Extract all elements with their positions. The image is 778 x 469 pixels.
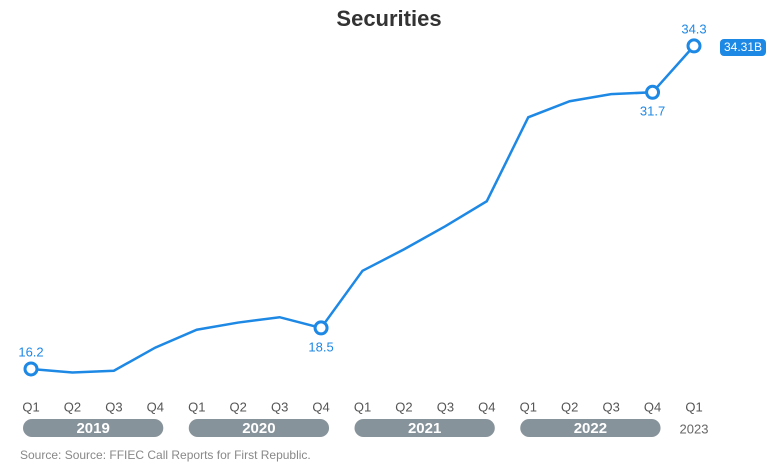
x-tick-label: Q1 — [520, 399, 537, 414]
last-value-badge — [720, 39, 766, 56]
line — [30, 45, 695, 374]
x-tick-label: Q3 — [437, 399, 454, 414]
point-marker — [313, 320, 329, 336]
data-label: 18.5 — [308, 339, 333, 354]
year-label: 2020 — [242, 420, 275, 437]
x-tick-label: Q4 — [478, 399, 495, 414]
year-pill — [520, 419, 661, 437]
x-tick-label: Q2 — [64, 399, 81, 414]
source: Source: Source: FFIEC Call Reports for F… — [20, 448, 311, 462]
x-tick-label: Q1 — [354, 399, 371, 414]
x-tick-label: Q2 — [230, 399, 247, 414]
chart-title: Securities — [336, 6, 441, 31]
x-tick-label: Q3 — [105, 399, 122, 414]
x-tick-label: Q3 — [602, 399, 619, 414]
x-tick-label: Q1 — [685, 399, 702, 414]
year-pill — [354, 419, 495, 437]
year-pill — [23, 419, 164, 437]
year-label: 2021 — [408, 420, 441, 437]
data-label: 34.3 — [681, 21, 706, 36]
x-tick-label: Q1 — [188, 399, 205, 414]
point-marker — [686, 38, 702, 54]
x-tick-label: Q4 — [147, 399, 164, 414]
x-tick-label: Q4 — [312, 399, 329, 414]
x-tick-label: Q1 — [22, 399, 39, 414]
x-tick-label: Q2 — [395, 399, 412, 414]
point-marker — [23, 361, 39, 377]
year-label: 2023 — [680, 421, 709, 436]
data-label: 31.7 — [640, 104, 665, 119]
year-pill — [188, 419, 330, 437]
x-tick-label: Q2 — [561, 399, 578, 414]
last-value-label: 34.31B — [724, 40, 762, 54]
x-tick-label: Q4 — [644, 399, 661, 414]
year-label: 2019 — [76, 420, 109, 437]
point-marker — [645, 84, 661, 100]
data-label: 16.2 — [18, 344, 43, 359]
x-tick-label: Q3 — [271, 399, 288, 414]
year-label: 2022 — [574, 420, 607, 437]
